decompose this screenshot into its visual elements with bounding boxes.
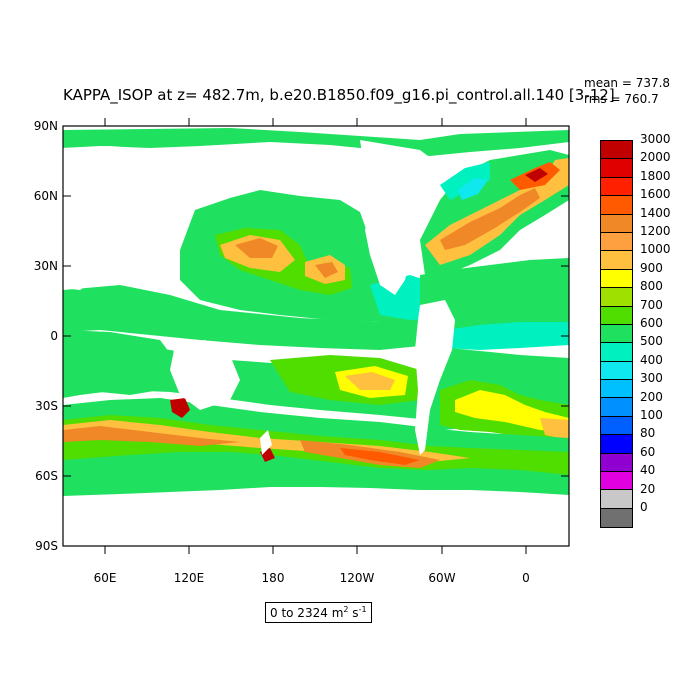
colorbar-box (601, 159, 632, 178)
colorbar-box (601, 196, 632, 215)
colorbar-label: 40 (640, 463, 656, 478)
rms-stat: rms = 760.7 (584, 92, 659, 106)
colorbar-box (601, 380, 632, 399)
lat-label-0: 0 (50, 329, 58, 343)
map-field (63, 126, 569, 546)
lon-ticks (104, 118, 527, 554)
colorbar-box (601, 232, 632, 252)
range-units: m (331, 606, 344, 620)
colorbar-label: 600 (640, 316, 663, 330)
colorbar-label: 2000 (640, 150, 671, 165)
lat-label-90n: 90N (33, 119, 58, 133)
colorbar-box (601, 416, 632, 436)
colorbar-label: 900 (640, 260, 663, 275)
colorbar-label: 1000 (640, 242, 671, 257)
colorbar-box (601, 141, 632, 160)
colorbar-label: 80 (640, 426, 656, 441)
lat-label-60s: 60S (35, 469, 58, 483)
colorbar-label: 3000 (640, 132, 671, 146)
colorbar-box (601, 361, 632, 381)
colorbar-box (601, 324, 632, 344)
colorbar-label: 700 (640, 297, 663, 312)
lon-label-180: 180 (261, 571, 285, 585)
colorbar-label: 500 (640, 334, 663, 349)
colorbar-box (601, 306, 632, 325)
lon-label-60e: 60E (93, 571, 117, 585)
mean-stat: mean = 737.8 (584, 76, 671, 90)
colorbar-label: 400 (640, 352, 663, 367)
lon-label-120w: 120W (339, 571, 375, 585)
lon-label-0: 0 (522, 571, 530, 585)
colorbar-label: 1600 (640, 187, 671, 202)
colorbar-box (601, 251, 632, 270)
range-units-mid: s (348, 606, 359, 620)
plot-title: KAPPA_ISOP at z= 482.7m, b.e20.B1850.f09… (63, 86, 615, 104)
colorbar-label: 1800 (640, 168, 671, 183)
colorbar-box (601, 343, 632, 362)
colorbar-label: 200 (640, 389, 663, 404)
lat-label-90s: 90S (35, 539, 58, 553)
lat-label-60n: 60N (33, 189, 58, 203)
colorbar-box (601, 269, 632, 289)
colorbar-box (601, 435, 632, 454)
colorbar-label: 60 (640, 444, 656, 459)
colorbar-label: 300 (640, 371, 663, 386)
range-label: 0 to 2324 m2 s-1 (265, 602, 372, 623)
lat-label-30n: 30N (33, 259, 58, 273)
lon-label-120e: 120E (173, 571, 205, 585)
lat-label-30s: 30S (35, 399, 58, 413)
colorbar-label: 1200 (640, 224, 671, 238)
range-units-exp1: 2 (343, 605, 349, 614)
colorbar-label: 0 (640, 500, 648, 514)
colorbar-label: 20 (640, 481, 656, 496)
colorbar-label: 1400 (640, 205, 671, 220)
colorbar-label: 800 (640, 279, 663, 294)
range-text: 0 to 2324 (270, 606, 328, 620)
colorbar-box (601, 490, 632, 509)
colorbar-box (601, 177, 632, 197)
lon-label-60w: 60W (428, 571, 456, 585)
colorbar-box (601, 398, 632, 417)
range-units-exp2: -1 (358, 605, 367, 614)
colorbar-box (601, 214, 632, 233)
colorbar (600, 140, 633, 529)
colorbar-box (601, 453, 632, 473)
lat-ticks (63, 125, 569, 547)
colorbar-box (601, 508, 632, 528)
colorbar-box (601, 288, 632, 307)
colorbar-label: 100 (640, 408, 663, 422)
colorbar-box (601, 472, 632, 491)
